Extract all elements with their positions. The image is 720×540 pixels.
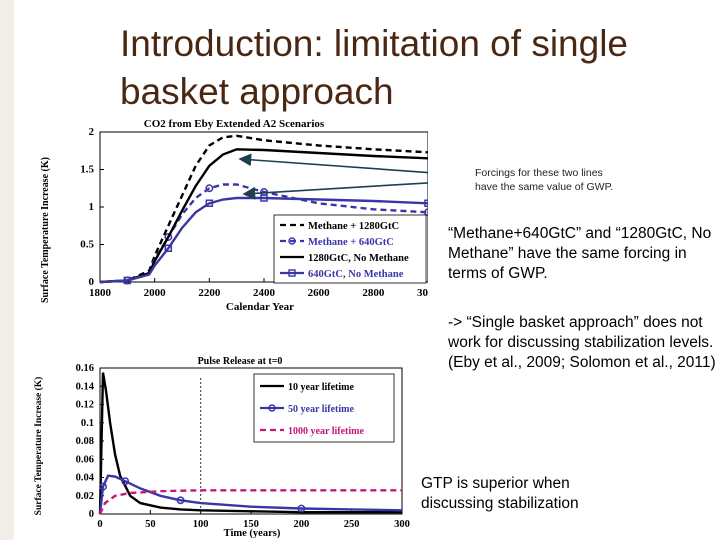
slide-side-bar [0,0,14,540]
series-marker [123,276,132,285]
series-marker [121,477,130,486]
callout-arrow-upper [238,153,428,174]
x-tick-label: 2200 [198,287,221,299]
chart1-xlabel: Calendar Year [226,301,294,313]
x-tick-label: 300 [394,519,410,530]
y-tick-label: 0 [89,276,95,288]
y-tick-label: 1 [89,201,95,213]
y-tick-label: 0.02 [76,491,94,502]
x-tick-label: 1800 [89,287,112,299]
y-tick-label: 0.08 [76,436,94,447]
co2-scenarios-chart-svg: CO2 from Eby Extended A2 Scenarios Surfa… [14,112,428,330]
series-marker [205,199,214,207]
y-tick-label: 0.16 [76,363,94,374]
legend-box [273,214,427,284]
paragraph-gtp: GTP is superior when discussing stabiliz… [421,475,579,512]
series-marker [99,482,107,491]
series-line [98,489,402,515]
series-marker [176,496,185,505]
gwp-note: Forcings for these two lines have the sa… [475,166,655,194]
series-marker [260,194,268,202]
series-line [99,196,428,284]
chart2-ylabel: Surface Temperature Increase (K) [33,377,44,516]
series-line [98,372,402,515]
y-tick-label: 0 [89,509,94,520]
x-tick-label: 150 [243,519,259,530]
x-tick-label: 50 [145,519,156,530]
chart1-legend: Methane + 1280GtC Methane + 640GtC 1280GtC… [273,214,427,284]
legend-marker [288,237,296,245]
x-tick-label: 2800 [362,287,385,299]
y-tick-label: 0.12 [76,400,94,411]
x-tick-label: 2600 [308,287,331,299]
y-tick-label: 0.06 [76,454,94,465]
x-tick-label: 2400 [253,287,276,299]
chart2-title: Pulse Release at t=0 [198,356,283,367]
series-line [98,474,403,515]
y-tick-label: 0.5 [80,239,94,251]
pulse-release-chart: Pulse Release at t=0 Surface Temperature… [30,348,412,538]
legend-label: 1280GtC, No Methane [308,253,409,264]
legend-label: 50 year lifetime [288,404,354,415]
gwp-note-line1: Forcings for these two lines [475,167,603,179]
pulse-release-chart-svg: Pulse Release at t=0 Surface Temperature… [30,348,412,538]
y-tick-label: 0.04 [76,473,95,484]
x-tick-label: 0 [97,519,102,530]
paragraph-gwp-equivalence: “Methane+640GtC” and “1280GtC, No Methan… [448,225,712,282]
legend-label: 1000 year lifetime [288,426,364,437]
gwp-note-line2: have the same value of GWP. [475,181,614,193]
co2-scenarios-chart: CO2 from Eby Extended A2 Scenarios Surfa… [14,112,428,330]
paragraph-single-basket: -> “Single basket approach” does not wor… [448,314,716,371]
callout-arrow-lower [242,182,428,200]
series-marker [164,233,173,241]
legend-label: 10 year lifetime [288,382,354,393]
legend-marker [288,269,296,277]
series-marker [164,244,173,252]
legend-label: 640GtC, No Methane [308,269,404,280]
slide-title: Introduction: limitation of single baske… [120,23,628,112]
x-tick-label: 200 [293,519,309,530]
legend-label: Methane + 640GtC [308,237,394,248]
y-tick-label: 0.1 [81,418,94,429]
y-tick-label: 1.5 [80,164,94,176]
x-tick-label: 250 [344,519,360,530]
series-marker [297,504,306,513]
chart2-xlabel: Time (years) [224,528,281,538]
legend-label: Methane + 1280GtC [308,221,399,232]
chart2-legend: 10 year lifetime 50 year lifetime 1000 yea… [253,373,395,443]
series-marker [424,199,428,207]
y-tick-label: 2 [89,126,95,138]
chart1-callout-arrows [238,153,428,200]
series-marker [205,184,214,193]
chart1-title: CO2 from Eby Extended A2 Scenarios [144,118,325,130]
y-tick-label: 0.14 [76,381,95,392]
x-tick-label: 100 [193,519,209,530]
legend-marker [268,404,276,412]
x-tick-label: 2000 [144,287,167,299]
chart1-ylabel: Surface Temperature Increase (K) [40,157,51,303]
